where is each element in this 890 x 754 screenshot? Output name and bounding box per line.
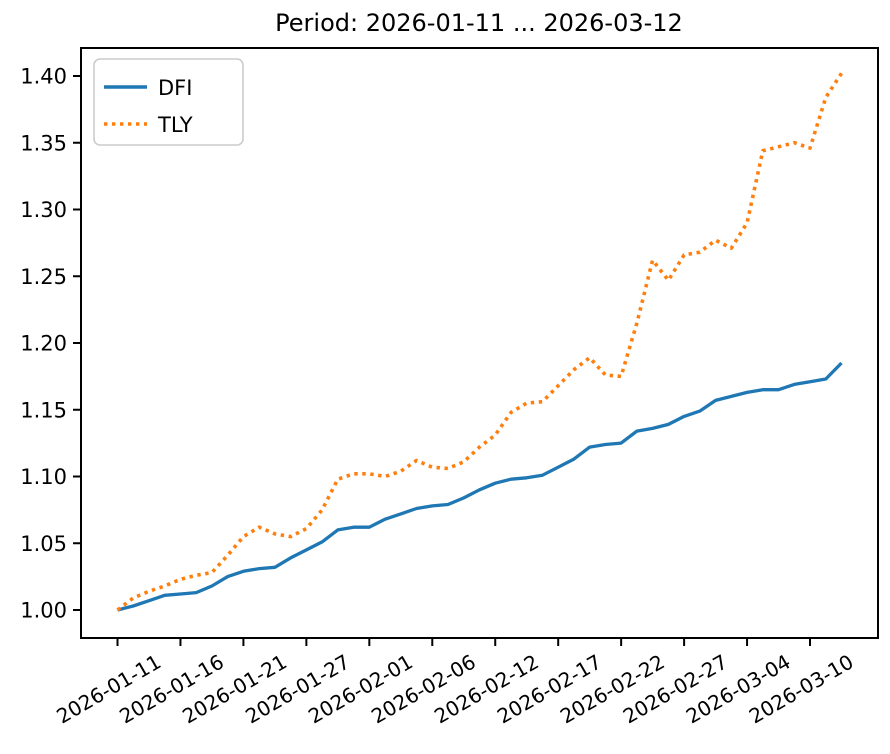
legend: DFI TLY bbox=[93, 58, 244, 146]
y-tick-label: 1.20 bbox=[20, 332, 67, 356]
y-axis: 1.00 1.05 1.10 1.15 1.20 1.25 1.30 1.35 1.40 bbox=[20, 65, 81, 623]
y-tick-label: 1.30 bbox=[20, 198, 67, 222]
legend-entry-dfi: DFI bbox=[104, 76, 192, 100]
dfi-line bbox=[117, 361, 843, 612]
y-tick-label: 1.05 bbox=[20, 532, 67, 556]
y-tick-label: 1.00 bbox=[20, 599, 67, 623]
y-tick-label: 1.40 bbox=[20, 65, 67, 89]
legend-label-tly: TLY bbox=[157, 113, 193, 137]
legend-label-dfi: DFI bbox=[158, 76, 192, 100]
tly-line bbox=[116, 72, 844, 612]
chart-title: Period: 2026-01-11 ... 2026-03-12 bbox=[275, 9, 683, 37]
y-tick-label: 1.25 bbox=[20, 265, 67, 289]
series-lines bbox=[116, 72, 844, 612]
y-tick-label: 1.15 bbox=[20, 398, 67, 422]
y-tick-label: 1.35 bbox=[20, 131, 67, 155]
x-axis: 2026-01-112026-01-162026-01-212026-01-27… bbox=[52, 638, 858, 728]
y-tick-label: 1.10 bbox=[20, 465, 67, 489]
legend-entry-tly: TLY bbox=[104, 113, 193, 137]
